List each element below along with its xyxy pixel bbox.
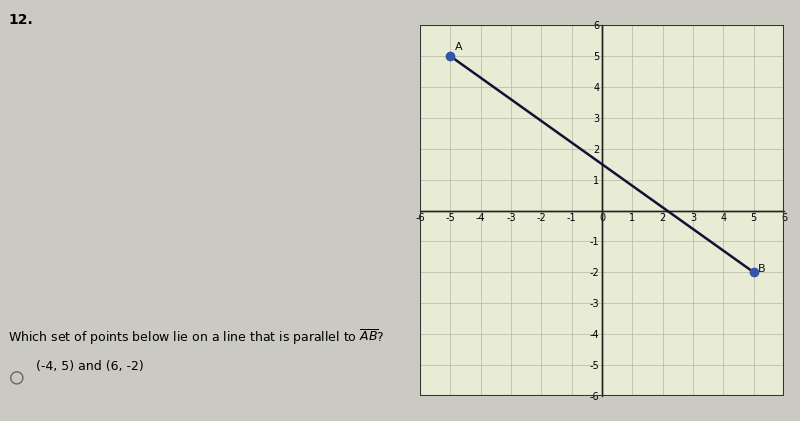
Text: Which set of points below lie on a line that is parallel to $\overline{AB}$?: Which set of points below lie on a line …	[8, 328, 385, 347]
Text: 12.: 12.	[8, 13, 33, 27]
Text: B: B	[758, 264, 766, 274]
Text: A: A	[455, 42, 462, 51]
Text: (-4, 5) and (6, -2): (-4, 5) and (6, -2)	[36, 360, 144, 373]
